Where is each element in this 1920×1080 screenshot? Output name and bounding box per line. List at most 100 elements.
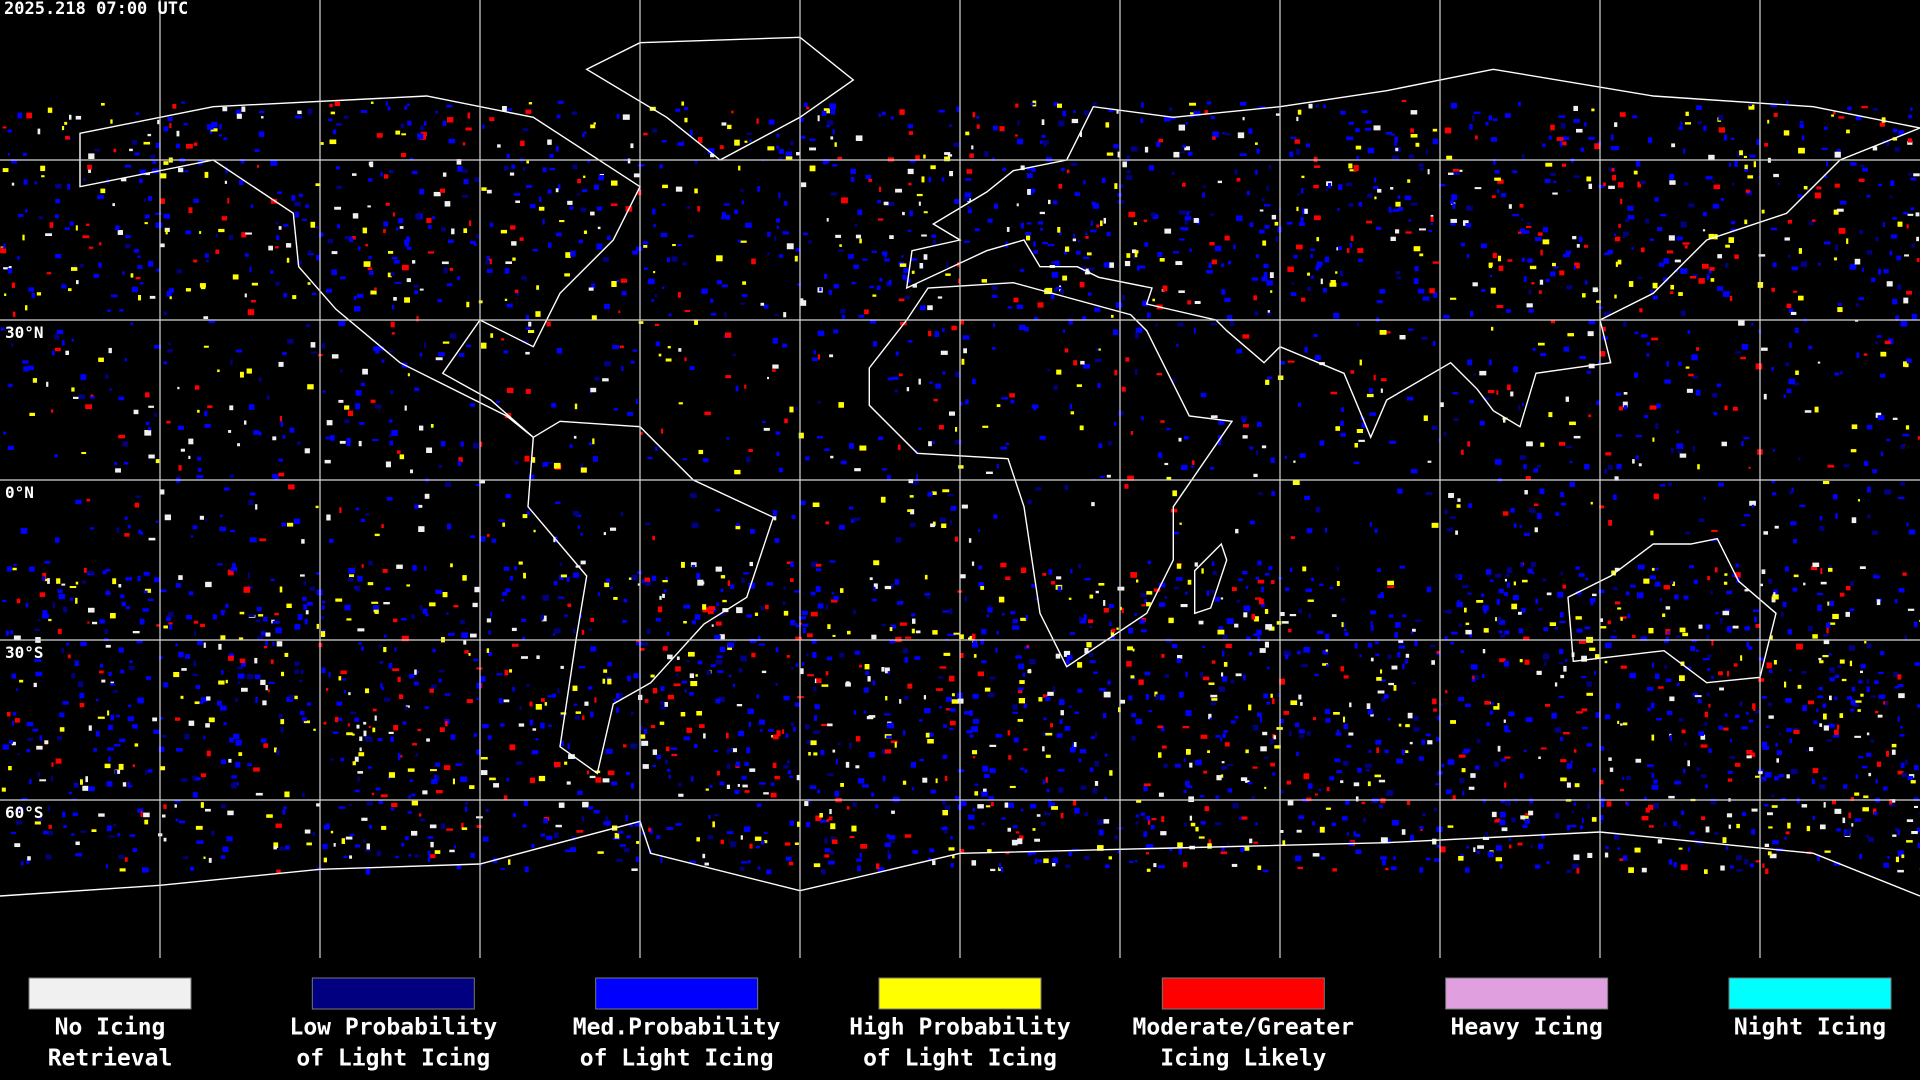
icing-pixel — [1808, 345, 1813, 350]
icing-pixel — [1465, 622, 1470, 626]
icing-pixel — [1696, 105, 1702, 110]
icing-pixel — [246, 674, 254, 680]
icing-pixel — [1599, 351, 1606, 357]
icing-pixel — [1603, 182, 1606, 187]
icing-pixel — [790, 562, 795, 568]
icing-pixel — [8, 766, 12, 771]
icing-pixel — [1297, 651, 1301, 655]
icing-pixel — [1728, 824, 1731, 829]
icing-pixel — [12, 567, 17, 571]
icing-pixel — [240, 159, 245, 164]
icing-pixel — [1008, 755, 1012, 760]
icing-pixel — [1495, 857, 1503, 862]
icing-pixel — [830, 109, 836, 115]
icing-pixel — [1897, 770, 1904, 775]
icing-pixel — [783, 764, 789, 769]
icing-pixel — [949, 171, 954, 177]
icing-pixel — [1504, 578, 1508, 582]
icing-pixel — [118, 434, 125, 439]
icing-pixel — [363, 721, 367, 725]
icing-pixel — [655, 617, 662, 622]
icing-pixel — [1375, 641, 1379, 645]
icing-pixel — [1525, 476, 1531, 481]
icing-pixel — [1425, 857, 1431, 861]
icing-pixel — [964, 711, 970, 715]
icing-pixel — [1858, 680, 1862, 683]
icing-pixel — [1184, 435, 1189, 440]
icing-pixel — [1680, 121, 1683, 128]
icing-pixel — [1304, 495, 1310, 501]
icing-pixel — [1285, 587, 1290, 592]
icing-pixel — [965, 131, 970, 136]
icing-pixel — [1475, 765, 1480, 770]
icing-pixel — [1256, 148, 1260, 154]
icing-pixel — [1314, 673, 1319, 677]
icing-pixel — [932, 441, 935, 444]
icing-pixel — [1764, 772, 1772, 778]
icing-pixel — [1884, 489, 1891, 495]
icing-pixel — [1683, 768, 1686, 774]
icing-pixel — [1143, 786, 1148, 792]
icing-pixel — [1252, 724, 1259, 731]
icing-pixel — [1182, 144, 1186, 148]
icing-pixel — [1913, 173, 1920, 177]
icing-pixel — [726, 748, 733, 753]
icing-pixel — [1588, 183, 1593, 189]
icing-pixel — [0, 247, 7, 254]
icing-pixel — [683, 621, 687, 624]
icing-pixel — [1259, 648, 1266, 653]
icing-pixel — [42, 613, 49, 619]
icing-pixel — [1060, 289, 1065, 295]
icing-pixel — [473, 658, 479, 662]
icing-pixel — [902, 780, 907, 785]
icing-pixel — [853, 264, 859, 269]
icing-pixel — [1712, 203, 1720, 209]
icing-pixel — [1225, 132, 1231, 136]
icing-pixel — [145, 421, 150, 425]
icing-pixel — [87, 164, 92, 170]
icing-pixel — [225, 679, 228, 684]
icing-pixel — [462, 142, 466, 146]
icing-pixel — [99, 664, 104, 668]
icing-pixel — [933, 398, 938, 402]
icing-pixel — [815, 568, 822, 572]
icing-pixel — [119, 309, 124, 312]
icing-pixel — [680, 712, 686, 717]
icing-pixel — [528, 474, 535, 479]
legend-label: High Probability — [849, 1015, 1071, 1041]
icing-pixel — [943, 830, 948, 834]
icing-pixel — [476, 816, 483, 819]
icing-pixel — [145, 676, 152, 680]
icing-pixel — [406, 236, 410, 242]
icing-pixel — [987, 218, 993, 223]
icing-pixel — [1313, 334, 1318, 338]
icing-pixel — [104, 628, 108, 634]
icing-pixel — [1466, 846, 1470, 849]
icing-pixel — [413, 681, 419, 686]
icing-pixel — [782, 601, 786, 606]
icing-pixel — [12, 311, 16, 318]
icing-pixel — [995, 734, 1003, 738]
icing-pixel — [1294, 139, 1300, 144]
icing-pixel — [1046, 788, 1050, 793]
icing-pixel — [79, 264, 84, 268]
icing-pixel — [635, 856, 639, 863]
icing-pixel — [959, 849, 965, 854]
icing-pixel — [1456, 504, 1461, 508]
icing-pixel — [1748, 646, 1753, 650]
icing-pixel — [1168, 617, 1174, 624]
icing-pixel — [930, 165, 936, 170]
icing-pixel — [54, 334, 60, 340]
icing-pixel — [1422, 296, 1430, 301]
icing-pixel — [225, 603, 229, 608]
icing-pixel — [1079, 425, 1084, 431]
icing-pixel — [918, 719, 923, 722]
icing-pixel — [305, 324, 311, 328]
icing-pixel — [1648, 825, 1654, 828]
icing-pixel — [1723, 727, 1729, 731]
icing-pixel — [1907, 141, 1913, 145]
icing-pixel — [1128, 695, 1133, 701]
icing-pixel — [1184, 822, 1187, 827]
icing-pixel — [1839, 659, 1845, 664]
icing-pixel — [1528, 309, 1534, 313]
